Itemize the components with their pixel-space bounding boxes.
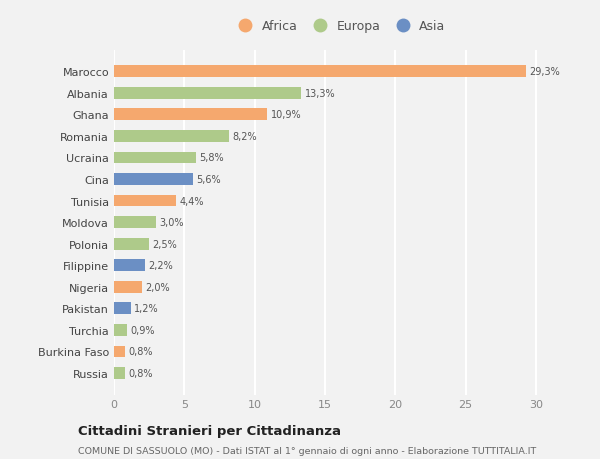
Bar <box>114 66 526 78</box>
Text: COMUNE DI SASSUOLO (MO) - Dati ISTAT al 1° gennaio di ogni anno - Elaborazione T: COMUNE DI SASSUOLO (MO) - Dati ISTAT al … <box>78 447 536 455</box>
Text: 0,8%: 0,8% <box>129 347 153 357</box>
Text: 10,9%: 10,9% <box>271 110 301 120</box>
Bar <box>114 195 176 207</box>
Bar <box>114 131 229 142</box>
Text: 13,3%: 13,3% <box>305 89 335 99</box>
Bar <box>114 367 125 379</box>
Bar <box>114 346 125 358</box>
Legend: Africa, Europa, Asia: Africa, Europa, Asia <box>228 16 450 39</box>
Bar <box>114 174 193 185</box>
Bar <box>114 260 145 272</box>
Bar <box>114 303 131 314</box>
Bar <box>114 109 267 121</box>
Bar <box>114 324 127 336</box>
Bar <box>114 217 156 229</box>
Text: 2,2%: 2,2% <box>148 261 173 271</box>
Text: 8,2%: 8,2% <box>233 132 257 141</box>
Text: 2,0%: 2,0% <box>146 282 170 292</box>
Text: 2,5%: 2,5% <box>152 239 178 249</box>
Text: 5,6%: 5,6% <box>196 174 221 185</box>
Text: 29,3%: 29,3% <box>530 67 560 77</box>
Text: 1,2%: 1,2% <box>134 304 159 313</box>
Text: 5,8%: 5,8% <box>199 153 224 163</box>
Bar <box>114 238 149 250</box>
Bar <box>114 88 301 100</box>
Text: 0,9%: 0,9% <box>130 325 155 335</box>
Text: Cittadini Stranieri per Cittadinanza: Cittadini Stranieri per Cittadinanza <box>78 424 341 437</box>
Text: 3,0%: 3,0% <box>160 218 184 228</box>
Bar <box>114 152 196 164</box>
Bar <box>114 281 142 293</box>
Text: 4,4%: 4,4% <box>179 196 204 206</box>
Text: 0,8%: 0,8% <box>129 368 153 378</box>
